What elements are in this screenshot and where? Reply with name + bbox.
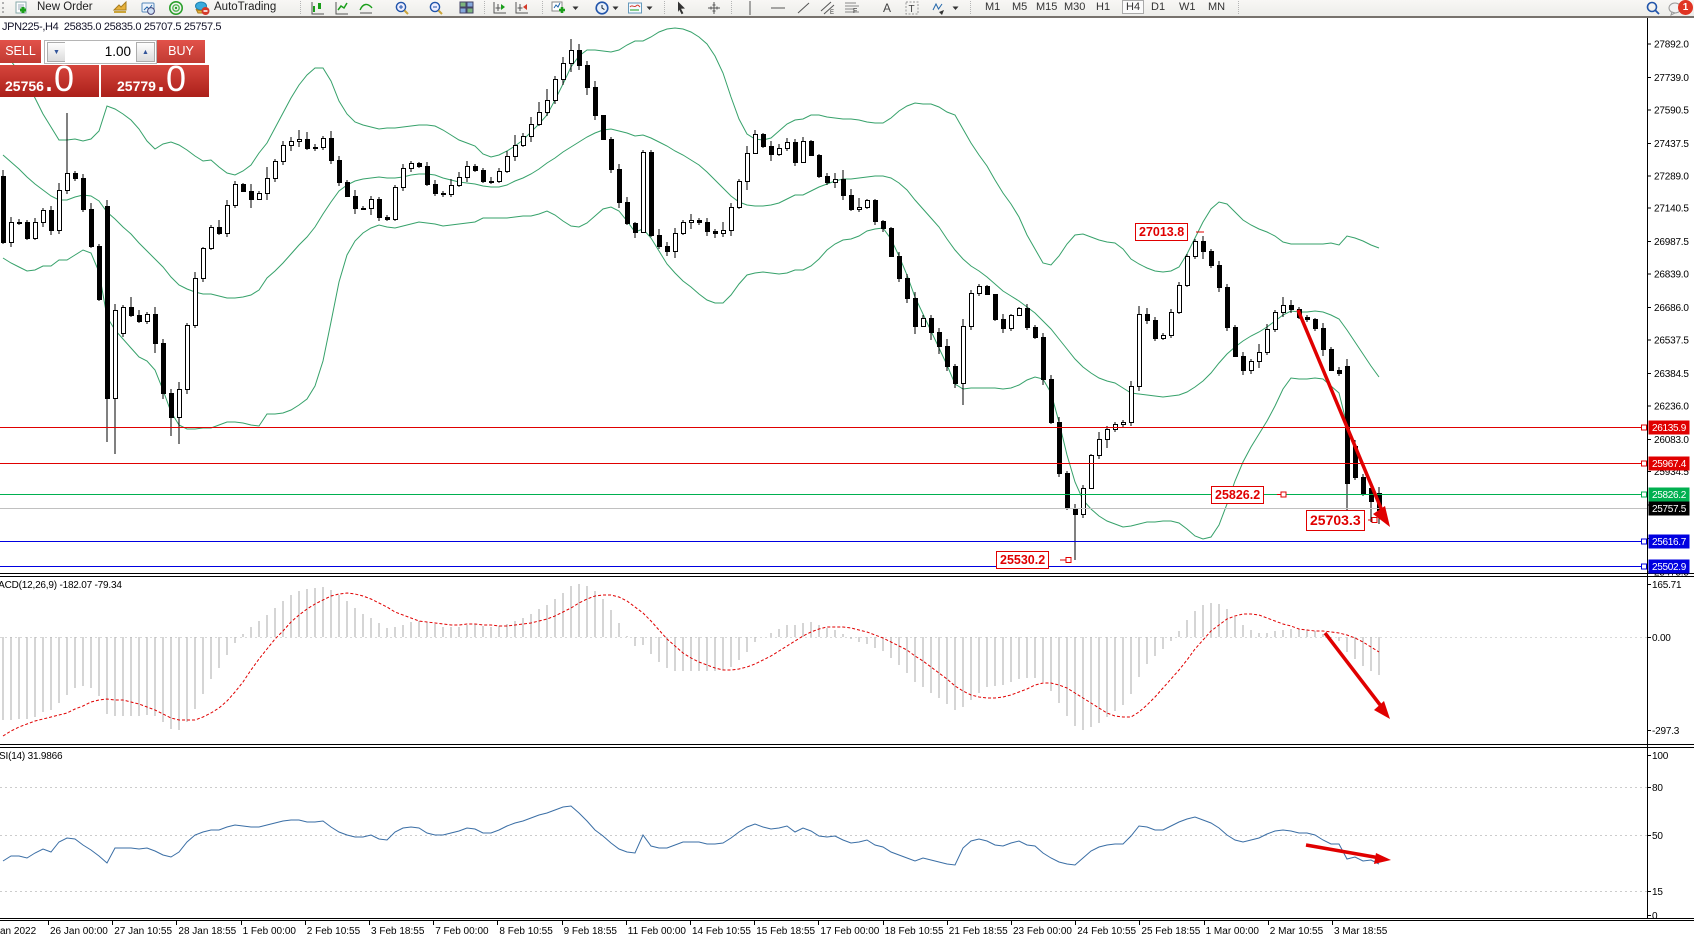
svg-text:25502.9: 25502.9 (1652, 562, 1687, 573)
svg-text:25826.2: 25826.2 (1652, 490, 1687, 501)
svg-text:21 Feb 18:55: 21 Feb 18:55 (949, 926, 1008, 937)
svg-text:A: A (883, 1, 891, 15)
svg-text:0.00: 0.00 (1652, 633, 1671, 644)
svg-text:11 Feb 00:00: 11 Feb 00:00 (628, 926, 687, 937)
svg-text:25616.7: 25616.7 (1652, 537, 1687, 548)
svg-text:28 Jan 18:55: 28 Jan 18:55 (178, 926, 236, 937)
svg-text:26236.0: 26236.0 (1654, 401, 1689, 412)
svg-text:50: 50 (1652, 831, 1663, 842)
svg-text:25934.5: 25934.5 (1654, 467, 1689, 478)
svg-text:8 Feb 10:55: 8 Feb 10:55 (499, 926, 553, 937)
svg-text:7 Feb 00:00: 7 Feb 00:00 (435, 926, 489, 937)
svg-text:80: 80 (1652, 783, 1663, 794)
svg-text:2 Mar 10:55: 2 Mar 10:55 (1270, 926, 1324, 937)
svg-text:1 Mar 00:00: 1 Mar 00:00 (1206, 926, 1260, 937)
svg-text:26135.9: 26135.9 (1652, 423, 1687, 434)
svg-text:E: E (830, 10, 834, 16)
svg-text:23 Feb 00:00: 23 Feb 00:00 (1013, 926, 1072, 937)
svg-text:27739.0: 27739.0 (1654, 73, 1689, 84)
svg-text:26987.5: 26987.5 (1654, 237, 1689, 248)
svg-text:25967.4: 25967.4 (1652, 459, 1687, 470)
svg-text:-297.3: -297.3 (1652, 726, 1680, 737)
svg-text:27289.0: 27289.0 (1654, 171, 1689, 182)
svg-text:25 Feb 18:55: 25 Feb 18:55 (1141, 926, 1200, 937)
svg-text:27140.5: 27140.5 (1654, 204, 1689, 215)
svg-text:F: F (853, 8, 857, 15)
svg-text:26384.5: 26384.5 (1654, 369, 1689, 380)
svg-text:26083.0: 26083.0 (1654, 435, 1689, 446)
svg-text:3 Mar 18:55: 3 Mar 18:55 (1334, 926, 1388, 937)
svg-text:MACD(12,26,9) -182.07 -79.34: MACD(12,26,9) -182.07 -79.34 (0, 580, 122, 591)
svg-text:15 Feb 18:55: 15 Feb 18:55 (756, 926, 815, 937)
svg-text:RSI(14) 31.9866: RSI(14) 31.9866 (0, 751, 63, 762)
svg-text:26686.0: 26686.0 (1654, 303, 1689, 314)
svg-text:Jan 2022: Jan 2022 (0, 926, 37, 937)
svg-text:27590.5: 27590.5 (1654, 105, 1689, 116)
svg-text:1 Feb 00:00: 1 Feb 00:00 (243, 926, 297, 937)
svg-text:0: 0 (1652, 911, 1658, 922)
svg-text:T: T (909, 4, 915, 15)
svg-text:27437.5: 27437.5 (1654, 139, 1689, 150)
svg-text:18 Feb 10:55: 18 Feb 10:55 (885, 926, 944, 937)
svg-text:26 Jan 00:00: 26 Jan 00:00 (50, 926, 108, 937)
svg-text:3 Feb 18:55: 3 Feb 18:55 (371, 926, 425, 937)
svg-text:27892.0: 27892.0 (1654, 40, 1689, 51)
svg-text:9 Feb 18:55: 9 Feb 18:55 (564, 926, 618, 937)
svg-text:27 Jan 10:55: 27 Jan 10:55 (114, 926, 172, 937)
svg-text:26839.0: 26839.0 (1654, 270, 1689, 281)
svg-text:26537.5: 26537.5 (1654, 336, 1689, 347)
svg-text:2 Feb 10:55: 2 Feb 10:55 (307, 926, 361, 937)
svg-text:17 Feb 00:00: 17 Feb 00:00 (820, 926, 879, 937)
svg-text:14 Feb 10:55: 14 Feb 10:55 (692, 926, 751, 937)
svg-text:165.71: 165.71 (1652, 580, 1682, 591)
svg-text:24 Feb 10:55: 24 Feb 10:55 (1077, 926, 1136, 937)
svg-text:25757.5: 25757.5 (1652, 504, 1687, 515)
svg-text:15: 15 (1652, 887, 1663, 898)
svg-text:100: 100 (1652, 751, 1669, 762)
